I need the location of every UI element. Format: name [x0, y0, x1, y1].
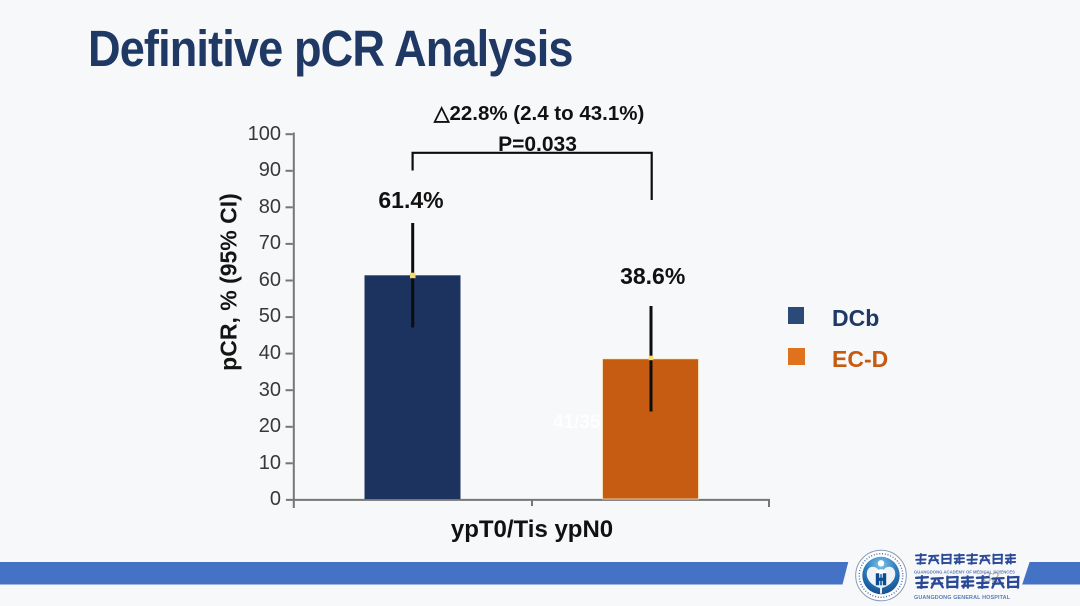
svg-text:GUANGDONG ACADEMY OF MEDICAL S: GUANGDONG ACADEMY OF MEDICAL SCIENCES — [914, 570, 1016, 576]
svg-text:GUANGDONG GENERAL HOSPITAL: GUANGDONG GENERAL HOSPITAL — [914, 595, 1011, 601]
